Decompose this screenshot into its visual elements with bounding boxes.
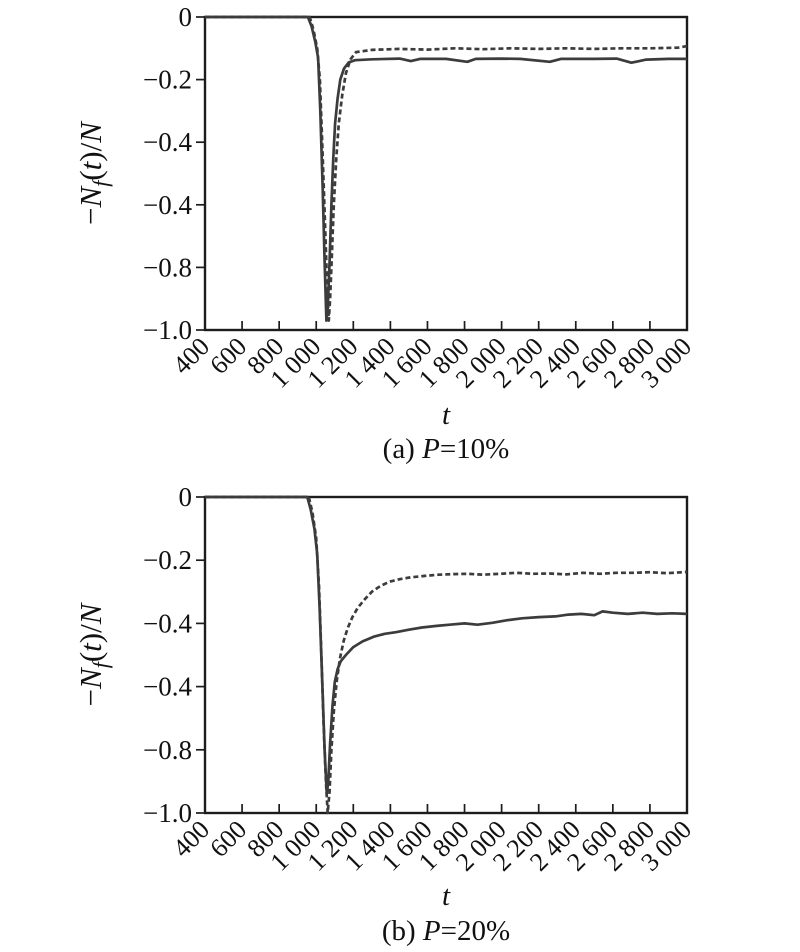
- y-tick-label: −1.0: [143, 798, 192, 828]
- y-tick-label: −0.4: [143, 672, 192, 702]
- plot-box: [203, 495, 689, 815]
- subplot-caption: (b) P=20%: [382, 915, 510, 947]
- solid-series-line: [205, 15, 687, 322]
- x-axis-label: t: [442, 880, 451, 912]
- y-tick-label: −0.4: [143, 608, 192, 638]
- plot-box: [203, 15, 689, 332]
- y-tick-label: −0.4: [143, 190, 192, 220]
- y-axis-label: −Nf(t)/N: [73, 601, 113, 706]
- y-tick-label: −0.2: [143, 65, 192, 95]
- y-tick-label: 0: [179, 482, 193, 512]
- y-tick-label: −0.4: [143, 127, 192, 157]
- dashed-series-line: [205, 15, 688, 322]
- y-tick-label: −0.8: [143, 735, 192, 765]
- solid-series-line: [205, 495, 688, 796]
- y-tick-label: −0.2: [143, 545, 192, 575]
- y-axis-label: −Nf(t)/N: [73, 120, 113, 225]
- subplot-caption: (a) P=10%: [383, 433, 510, 465]
- y-tick-label: −0.8: [143, 252, 192, 282]
- y-tick-label: −1.0: [143, 315, 192, 345]
- x-axis-label: t: [442, 399, 451, 431]
- y-tick-label: 0: [179, 2, 193, 32]
- dashed-series-line: [205, 495, 688, 815]
